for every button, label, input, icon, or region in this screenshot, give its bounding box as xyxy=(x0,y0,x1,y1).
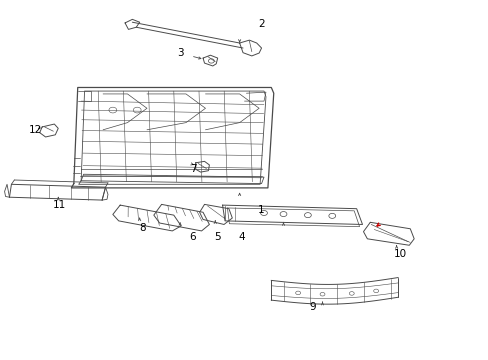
Text: 11: 11 xyxy=(53,200,66,210)
Text: 1: 1 xyxy=(258,206,264,216)
Text: 7: 7 xyxy=(190,164,196,174)
Text: 10: 10 xyxy=(393,248,407,258)
Text: 8: 8 xyxy=(139,224,145,233)
Text: 4: 4 xyxy=(238,232,245,242)
Text: 2: 2 xyxy=(258,19,264,29)
Text: 9: 9 xyxy=(309,302,315,312)
Text: 12: 12 xyxy=(29,125,42,135)
Text: 3: 3 xyxy=(177,48,183,58)
Text: 5: 5 xyxy=(214,232,221,242)
Text: 6: 6 xyxy=(189,232,195,242)
